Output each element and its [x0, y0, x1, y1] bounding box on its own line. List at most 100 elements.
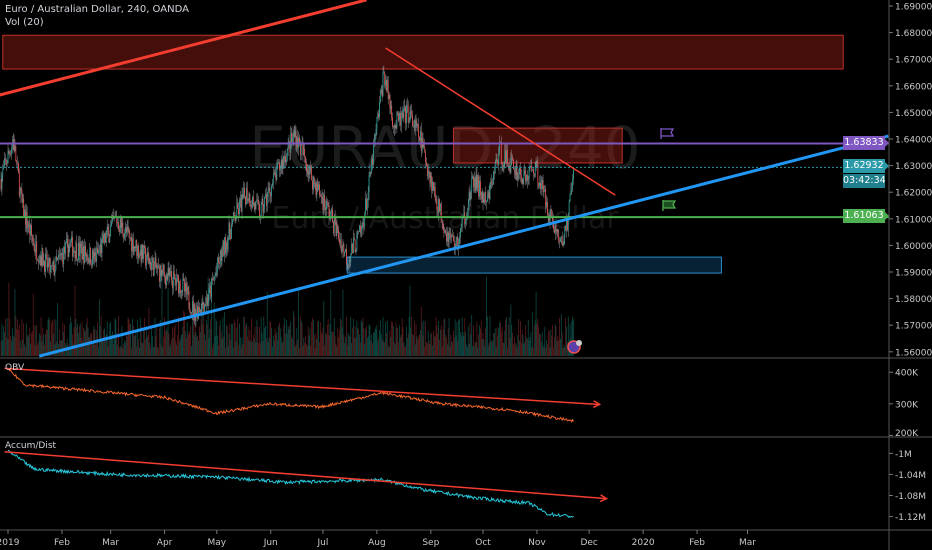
candle [266, 196, 268, 206]
volume-bar [9, 318, 11, 356]
candle [312, 176, 314, 190]
volume-bar [132, 318, 133, 356]
volume-bar [30, 343, 32, 356]
volume-bar [363, 327, 365, 356]
volume-bar [113, 335, 115, 356]
volume-bar [206, 324, 208, 356]
volume-bar [10, 336, 12, 356]
volume-bar [357, 327, 359, 356]
candle [399, 113, 400, 121]
candle [390, 105, 392, 109]
volume-bar [485, 327, 487, 356]
volume-bar [186, 321, 188, 356]
candle [351, 243, 353, 254]
candle [252, 196, 254, 206]
candle [99, 244, 101, 251]
blue-zone[interactable] [346, 256, 722, 274]
volume-bar [36, 324, 38, 356]
volume-bar [46, 329, 48, 356]
desc-red-trendline[interactable] [385, 47, 616, 196]
volume-bar [270, 321, 272, 356]
events-icon[interactable] [567, 340, 582, 354]
volume-bar [466, 347, 468, 356]
candle [473, 176, 474, 187]
candle [448, 233, 450, 243]
volume-bar [384, 342, 386, 356]
volume-bar [442, 329, 444, 356]
candle [334, 216, 336, 222]
candle [379, 90, 381, 103]
candle [286, 159, 287, 163]
volume-bar [562, 347, 564, 356]
volume-bar [72, 343, 74, 356]
candle [236, 203, 238, 219]
candle [264, 197, 266, 209]
candle [18, 173, 20, 197]
candle [243, 187, 245, 198]
volume-bars [0, 276, 574, 356]
top-red-zone[interactable] [2, 34, 844, 70]
volume-bar [419, 330, 421, 356]
candle [21, 190, 23, 203]
candle [289, 141, 291, 153]
candle [313, 176, 315, 183]
volume-bar [424, 346, 426, 356]
volume-bar [457, 340, 459, 356]
candle [18, 163, 19, 174]
candle [11, 148, 12, 155]
flag-green-icon[interactable] [662, 200, 677, 211]
candle [471, 178, 473, 192]
volume-bar [119, 345, 121, 356]
candle [45, 253, 46, 272]
candle [371, 158, 373, 173]
volume-bar [489, 316, 491, 356]
candle [40, 256, 42, 266]
volume-bar [8, 282, 10, 356]
volume-bar [155, 336, 157, 356]
candle [288, 141, 290, 143]
volume-bar [321, 334, 323, 356]
candle [460, 225, 462, 229]
candle [405, 106, 406, 124]
top-red-trendline[interactable] [0, 0, 367, 97]
volume-bar [134, 334, 136, 356]
candle [87, 259, 89, 260]
volume-bar [129, 324, 131, 356]
volume-bar [204, 334, 206, 356]
volume-bar [272, 335, 274, 356]
candle [346, 249, 347, 265]
candle [570, 190, 572, 194]
volume-bar [214, 336, 216, 356]
obv-trend-arrow[interactable] [4, 367, 600, 406]
candle [1, 175, 3, 190]
volume-bar [223, 336, 225, 356]
volume-bar [572, 316, 574, 356]
watermark-ticker: EURAUD, 240 [249, 114, 640, 182]
candle [32, 240, 34, 243]
symbol-title: Euro / Australian Dollar, 240, OANDA [5, 4, 189, 15]
volume-bar [490, 341, 492, 356]
time-tick-label: 2020 [632, 538, 655, 548]
volume-bar [439, 339, 440, 356]
blue-support-trendline[interactable] [38, 134, 889, 358]
candle [158, 267, 160, 282]
volume-bar [535, 292, 537, 356]
candle [167, 268, 169, 280]
candle [152, 257, 154, 276]
candle [230, 233, 232, 239]
volume-bar [53, 319, 55, 356]
candle [23, 198, 25, 218]
volume-bar [411, 316, 413, 356]
candle [429, 171, 431, 184]
candle [354, 239, 356, 253]
volume-bar [366, 325, 367, 356]
candle [352, 237, 354, 254]
accum-dist-trend-arrow[interactable] [4, 451, 607, 500]
candle [25, 212, 27, 225]
volume-bar [29, 327, 31, 356]
candle [389, 95, 391, 109]
flag-purple-icon[interactable] [660, 128, 675, 139]
volume-label: Vol (20) [5, 17, 44, 28]
candle [327, 202, 329, 206]
